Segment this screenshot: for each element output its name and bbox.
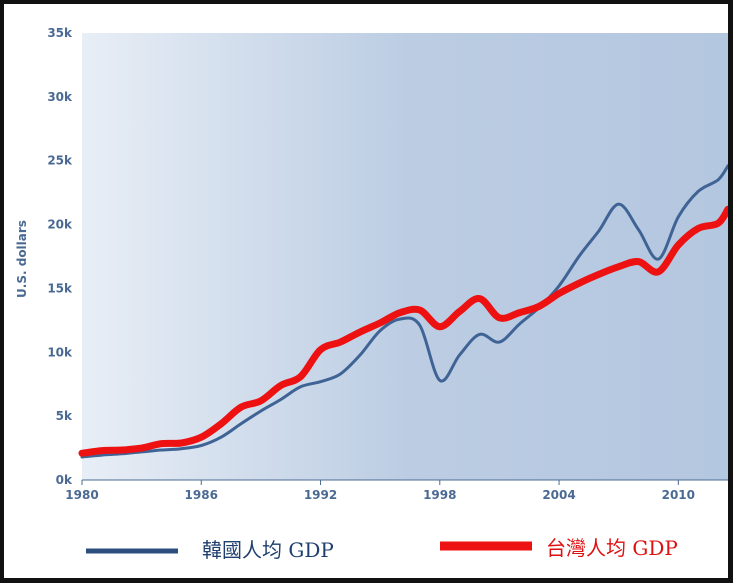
x-tick-label: 1986: [185, 488, 218, 502]
y-tick-label: 5k: [56, 409, 73, 423]
legend-label-taiwan: 台灣人均 GDP: [546, 536, 678, 560]
y-tick-label: 10k: [47, 345, 73, 359]
line-chart: 0k 5k 10k 15k 20k 25k 30k 35k 1980 1986 1992 1998 2…: [15, 26, 728, 562]
chart-frame: 0k 5k 10k 15k 20k 25k 30k 35k 1980 1986 1992 1998 2…: [4, 4, 728, 578]
x-tick-label: 1998: [423, 488, 456, 502]
x-tick-label: 1980: [65, 488, 98, 502]
x-axis: 1980 1986 1992 1998 2004 2010: [65, 480, 695, 502]
y-tick-label: 0k: [56, 473, 73, 487]
plot-area-background: [82, 33, 728, 480]
series-lines: [78, 164, 728, 459]
series-line-taiwan: [78, 205, 728, 457]
y-tick-label: 35k: [47, 26, 73, 40]
y-axis-title: U.S. dollars: [15, 220, 29, 298]
y-tick-label: 20k: [47, 218, 73, 232]
y-tick-label: 30k: [47, 90, 73, 104]
y-tick-label: 15k: [47, 281, 73, 295]
x-tick-label: 2004: [542, 488, 575, 502]
legend-label-korea: 韓國人均 GDP: [202, 538, 334, 562]
x-tick-label: 2010: [662, 488, 695, 502]
legend: 韓國人均 GDP 台灣人均 GDP: [86, 536, 678, 562]
y-tick-label: 25k: [47, 154, 73, 168]
y-axis: 0k 5k 10k 15k 20k 25k 30k 35k: [47, 26, 73, 487]
series-line-korea: [80, 164, 728, 459]
x-tick-label: 1992: [304, 488, 337, 502]
